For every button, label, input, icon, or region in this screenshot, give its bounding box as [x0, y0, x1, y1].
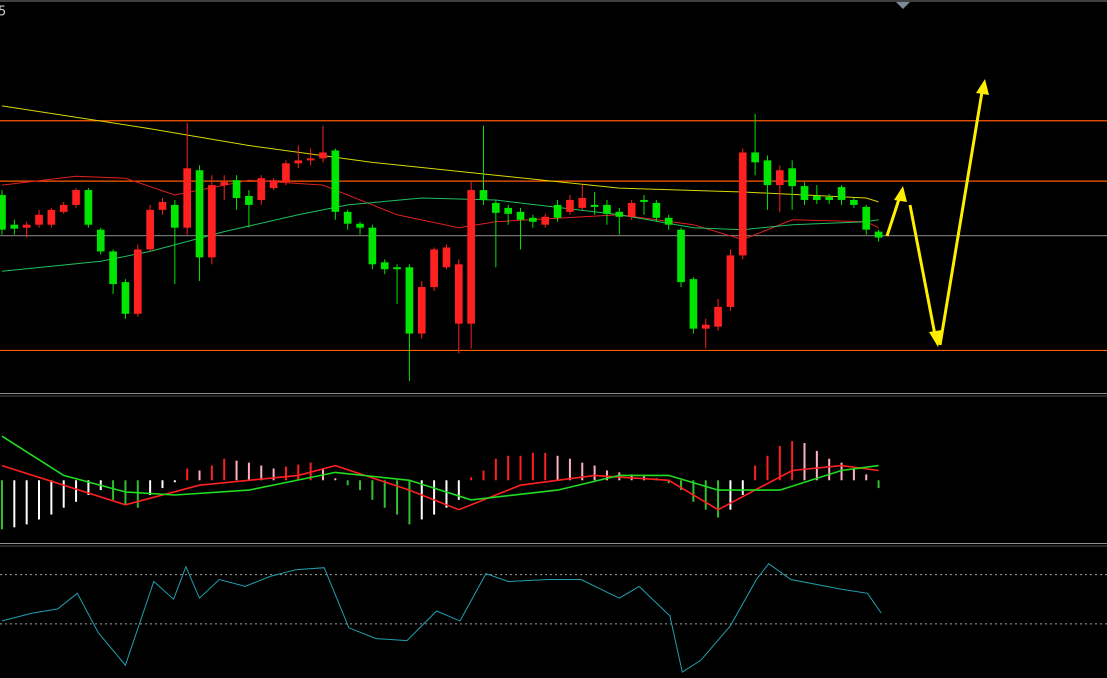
candle-body	[59, 204, 68, 212]
forecast-arrows	[885, 79, 989, 347]
candle-body	[813, 196, 821, 200]
candle-body	[701, 324, 710, 329]
candle-body	[356, 223, 364, 228]
candle-body	[714, 306, 722, 327]
candle-body	[788, 168, 796, 187]
candle-body	[541, 216, 550, 225]
candle-body	[72, 190, 80, 205]
candle-body	[800, 186, 809, 200]
moving-average	[1, 197, 879, 272]
candle-body	[837, 187, 846, 200]
arrow-head	[929, 330, 942, 347]
candle-body	[862, 206, 871, 230]
candle-body	[405, 267, 414, 334]
candle-body	[850, 199, 858, 205]
marker-triangle	[896, 2, 910, 9]
arrow-line	[885, 195, 902, 237]
candle-body	[566, 199, 574, 212]
arrow-head	[976, 79, 989, 95]
candle-body	[22, 224, 31, 228]
candle-body	[603, 204, 611, 214]
corner-label: 5	[0, 5, 6, 20]
candle-body	[343, 211, 352, 224]
candle-body	[171, 204, 179, 228]
candle-body	[10, 224, 19, 229]
candle-body	[269, 180, 278, 189]
candle-body	[664, 217, 673, 225]
candle-body	[282, 163, 290, 183]
arrow-head	[894, 186, 907, 202]
candle-body	[874, 231, 883, 238]
macd-line	[1, 435, 879, 501]
candle-body	[158, 201, 167, 210]
candle-body	[492, 202, 500, 213]
candle-body	[529, 217, 537, 222]
candle-body	[454, 264, 463, 324]
candle-body	[47, 209, 56, 225]
candle-body	[726, 255, 735, 307]
candle-body	[319, 152, 327, 159]
candle-body	[417, 287, 426, 334]
candle-body	[689, 279, 698, 329]
candle-body	[467, 190, 475, 324]
candle-body	[84, 190, 93, 225]
macd-line	[1, 464, 879, 511]
candle-body	[183, 168, 192, 228]
candle-body	[257, 178, 266, 200]
candle-body	[368, 227, 377, 265]
candle-body	[615, 211, 624, 217]
arrow-line	[938, 91, 984, 346]
candle-body	[763, 160, 772, 186]
candle-body	[652, 202, 661, 218]
candle-body	[751, 152, 759, 163]
candle-body	[738, 152, 747, 256]
panels	[0, 105, 1107, 673]
candle-body	[393, 267, 401, 270]
candle-body	[380, 262, 389, 270]
arrow-line	[908, 204, 937, 336]
candle-body	[133, 249, 142, 314]
candle-body	[195, 170, 204, 258]
candle-body	[331, 150, 340, 212]
candle-body	[627, 202, 636, 217]
candle-body	[825, 196, 834, 200]
moving-average	[1, 105, 879, 203]
candle-body	[306, 158, 315, 161]
candle-body	[220, 182, 229, 186]
candle-body	[245, 196, 253, 205]
oscillator-line	[1, 563, 882, 673]
candle-body	[109, 251, 117, 285]
candle-body	[504, 207, 513, 214]
candle-body	[479, 190, 488, 200]
candle-body	[121, 282, 130, 314]
candle-body	[0, 195, 6, 230]
candle-body	[640, 199, 648, 202]
candle-body	[232, 180, 241, 198]
candle-body	[516, 211, 525, 220]
candle-body	[590, 204, 599, 207]
candle-body	[578, 197, 587, 208]
candle-body	[677, 229, 685, 283]
candle-body	[208, 185, 216, 258]
candle-body	[442, 247, 451, 268]
candle-body	[775, 170, 784, 186]
candle-body	[96, 229, 105, 252]
candle-body	[553, 204, 562, 218]
candle-body	[146, 209, 154, 250]
candle-body	[35, 214, 43, 225]
candle-body	[294, 160, 303, 164]
candle-body	[430, 249, 438, 288]
